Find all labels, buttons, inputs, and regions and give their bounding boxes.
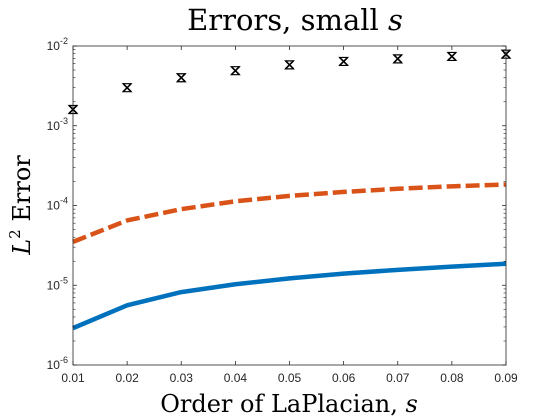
y-tick-label: 10-2	[47, 36, 68, 53]
plot-area	[73, 46, 506, 365]
marker-point	[392, 54, 404, 64]
x-tick-label: 0.03	[170, 371, 194, 385]
y-tick-label: 10-6	[47, 355, 68, 372]
x-tick-label: 0.09	[494, 371, 518, 385]
x-tick-label: 0.05	[278, 371, 302, 385]
x-axis-label: Order of LaPlacian, s	[160, 390, 418, 418]
x-tick-label: 0.02	[115, 371, 139, 385]
y-axis: 10-6 10-5 10-4 10-3 10-2	[47, 36, 506, 372]
marker-point	[446, 51, 458, 62]
x-tick-label: 0.01	[61, 371, 85, 385]
marker-point	[229, 66, 241, 76]
y-tick-label: 10-5	[47, 275, 68, 292]
marker-point	[338, 56, 350, 67]
chart-title: Errors, small s	[187, 3, 403, 37]
x-tick-label: 0.07	[386, 371, 410, 385]
y-tick-label: 10-3	[47, 116, 68, 133]
marker-point	[175, 73, 187, 83]
x-tick-label: 0.04	[224, 371, 248, 385]
marker-point	[284, 60, 295, 70]
x-tick-label: 0.08	[440, 371, 464, 385]
series-line-2	[72, 261, 507, 331]
series-line-1	[72, 182, 507, 244]
y-tick-label: 10-4	[47, 196, 68, 213]
series-layer	[67, 49, 512, 331]
marker-point	[121, 83, 133, 93]
y-axis-label: L2 Error	[6, 155, 36, 256]
x-tick-label: 0.06	[332, 371, 356, 385]
x-axis: 0.01 0.02 0.03 0.04 0.05 0.06 0.07 0.08 0.09	[61, 46, 518, 385]
